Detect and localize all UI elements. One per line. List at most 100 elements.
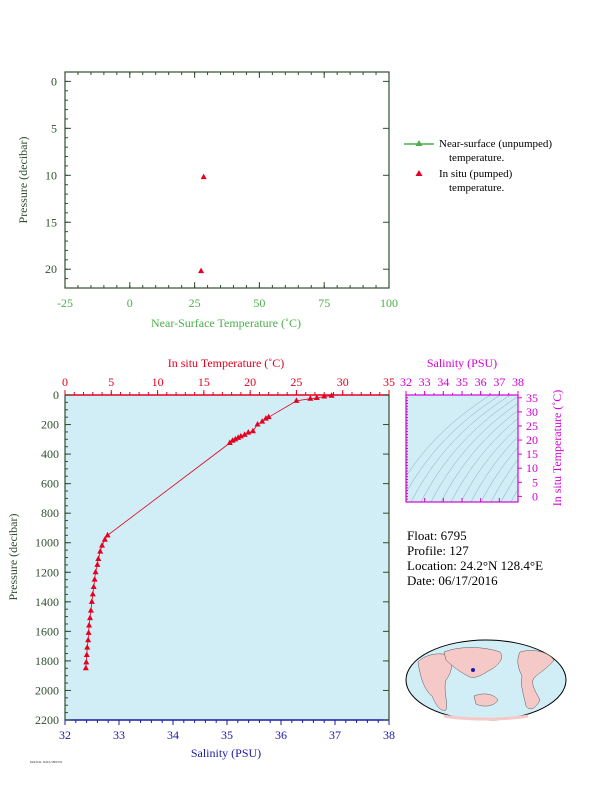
profile-ytick-label: 1400	[35, 595, 59, 609]
temperature-profile-point	[229, 437, 236, 443]
ts-density-contour	[500, 472, 518, 502]
temperature-profile-point	[94, 561, 101, 567]
ts-density-contour	[410, 395, 512, 502]
ts-density-contour	[490, 459, 518, 502]
temperature-profile-point	[97, 548, 104, 554]
temperature-profile-point	[313, 394, 320, 400]
temperature-profile-point	[95, 555, 102, 561]
profile-ylabel: Pressure (decibar)	[6, 514, 20, 601]
profile-sal-xtick-label: 32	[59, 728, 71, 742]
temperature-profile-point	[262, 415, 269, 421]
ts-xtick-label: 37	[493, 375, 505, 389]
profile-temp-xtick-label: 20	[244, 375, 256, 389]
ts-density-contours	[406, 395, 518, 502]
temperature-profile-point	[328, 392, 335, 398]
ts-xtick-label: 33	[419, 375, 431, 389]
profile-ytick-label: 1200	[35, 565, 59, 579]
near-surface-ticks: -25 0 25 50 75 100 0 5 10 15 20	[45, 72, 398, 310]
profile-series	[82, 392, 335, 671]
ts-ytick-label: 10	[526, 461, 538, 475]
ts-ytick-label: 25	[526, 419, 538, 433]
temperature-profile-point	[83, 651, 90, 657]
near-surface-ytick-label: 20	[45, 262, 57, 276]
legend-item-in-situ: In situ (pumped) temperature.	[404, 167, 552, 195]
near-surface-ylabel: Pressure (decibar)	[16, 137, 30, 224]
temperature-profile-point	[101, 536, 108, 542]
float-number: Float: 6795	[407, 528, 467, 543]
profile-ytick-label: 0	[53, 388, 59, 402]
temperature-profile-point	[241, 431, 248, 437]
near-surface-panel: -25 0 25 50 75 100 0 5 10 15 20 Near-Surface Tempe…	[16, 71, 398, 330]
near-surface-plot-frame	[64, 71, 390, 289]
near-surface-xtick-label: 25	[189, 296, 201, 310]
near-surface-xtick-label: 100	[380, 296, 398, 310]
ts-density-contour	[460, 426, 518, 502]
profile-ytick-label: 1800	[35, 654, 59, 668]
profile-temp-xtick-label: 10	[152, 375, 164, 389]
near-surface-ytick-label: 10	[45, 168, 57, 182]
near-surface-xtick-label: 0	[127, 296, 133, 310]
profile-panel: 0 5 10 15 20 25 30 35 32 33 34 35 36 37 38 0 200 400 600 80…	[6, 356, 395, 760]
near-surface-xtick-label: -25	[57, 296, 73, 310]
ts-density-contour	[440, 410, 518, 502]
legend-label2-near-surface: temperature.	[449, 152, 505, 164]
near-surface-xtick-label: 75	[318, 296, 330, 310]
profile-ytick-label: 600	[41, 477, 59, 491]
legend-label-in-situ: In situ (pumped)	[439, 168, 513, 180]
temperature-profile-point	[85, 629, 92, 635]
legend-swatch-near-surface	[404, 140, 434, 146]
legend-item-near-surface: Near-surface (unpumped) temperature.	[404, 137, 552, 165]
ts-density-contour	[406, 395, 492, 477]
temperature-profile-point	[245, 429, 252, 435]
profile-temp-xtick-label: 0	[62, 375, 68, 389]
temperature-profile-point	[88, 598, 95, 604]
near-surface-point	[200, 173, 207, 180]
temperature-profile-point	[99, 542, 106, 548]
temperature-profile-point	[293, 397, 300, 403]
ts-density-contour	[470, 436, 518, 502]
near-surface-ytick-label: 5	[51, 121, 57, 135]
profile-plot-background	[65, 395, 389, 720]
profile-ticks: 0 5 10 15 20 25 30 35 32 33 34 35 36 37 38 0 200 400 600 80…	[35, 375, 395, 742]
ts-top-xlabel: Salinity (PSU)	[427, 356, 497, 370]
temperature-profile-point	[86, 614, 93, 621]
temperature-profile-point	[86, 621, 93, 628]
profile-number: Profile: 127	[407, 543, 469, 558]
temperature-profile-point	[307, 395, 314, 401]
ts-xtick-label: 35	[456, 375, 468, 389]
ts-xtick-label: 38	[512, 375, 524, 389]
profile-sal-xtick-label: 36	[275, 728, 287, 742]
ts-ytick-label: 0	[532, 489, 538, 503]
profile-ytick-label: 1000	[35, 536, 59, 550]
ts-xtick-label: 36	[475, 375, 487, 389]
profile-temp-xtick-label: 25	[290, 375, 302, 389]
profile-ytick-label: 1600	[35, 624, 59, 638]
ts-density-contour	[420, 396, 518, 502]
temperature-profile-point	[82, 664, 89, 671]
map-land-asia	[443, 647, 502, 678]
ts-plot-background	[406, 395, 518, 502]
profile-sal-xtick-label: 37	[329, 728, 341, 742]
profile-sal-xtick-label: 34	[167, 728, 179, 742]
ts-ytick-label: 5	[532, 475, 538, 489]
ts-right-ylabel: In situ Temperature (˚C)	[550, 390, 564, 507]
temperature-profile-point	[83, 658, 90, 665]
temperature-profile-point	[84, 644, 91, 650]
map-land-australia	[473, 693, 499, 707]
profile-temp-xtick-label: 5	[108, 375, 114, 389]
ts-ytick-label: 35	[526, 391, 538, 405]
near-surface-xlabel: Near-Surface Temperature (˚C)	[151, 316, 301, 330]
temperature-profile-point	[85, 636, 92, 643]
legend-label2-in-situ: temperature.	[449, 182, 505, 194]
location: Location: 24.2°N 128.4°E	[407, 558, 544, 573]
ts-xtick-label: 34	[437, 375, 449, 389]
map-land-americas	[517, 650, 555, 710]
temperature-profile-point	[321, 392, 328, 399]
world-map	[405, 639, 567, 721]
temperature-profile-point	[90, 583, 97, 590]
legend-swatch-in-situ	[415, 170, 423, 176]
ts-xtick-label: 32	[400, 375, 412, 389]
legend-label-near-surface: Near-surface (unpumped)	[439, 138, 553, 150]
temperature-profile-point	[259, 418, 266, 424]
ts-density-contour	[480, 447, 518, 502]
